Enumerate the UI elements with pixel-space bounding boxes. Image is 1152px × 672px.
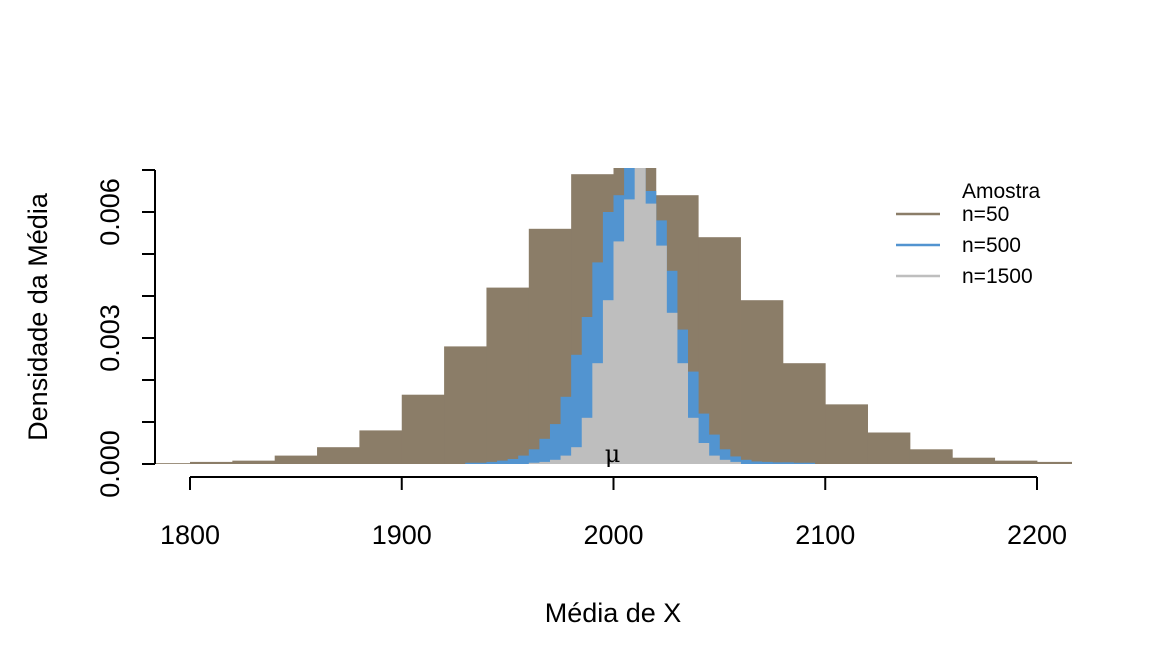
histogram-bar (571, 354, 583, 464)
histogram-bar (994, 460, 1038, 464)
histogram-bar (729, 461, 741, 464)
x-tick-label: 2100 (795, 520, 855, 550)
histogram-bar (613, 241, 625, 464)
histogram-bar (581, 317, 593, 464)
histogram-bar (708, 434, 720, 464)
series-n-1500 (528, 168, 741, 465)
y-tick-label: 0.006 (95, 178, 125, 246)
x-tick-label: 2000 (583, 520, 643, 550)
histogram-bars (155, 168, 1072, 465)
legend-title: Amostra (962, 180, 1041, 203)
histogram-bar (634, 168, 646, 465)
histogram-bar (740, 300, 784, 464)
legend-item: n=1500 (896, 265, 1033, 288)
histogram-bar (804, 462, 816, 464)
histogram-bar (486, 287, 530, 464)
histogram-bar (1037, 461, 1072, 464)
histogram-bar (444, 346, 487, 464)
histogram-bar (475, 462, 487, 464)
histogram-bar (666, 312, 678, 464)
histogram-bar (719, 459, 731, 464)
histogram-bar (867, 432, 911, 464)
histogram-bar (507, 458, 519, 464)
legend: Amostra n=50 n=500 n=1500 (896, 180, 1041, 288)
histogram-bar (155, 463, 191, 464)
x-axis: 1800 1900 2000 2100 2200 (160, 476, 1067, 550)
histogram-bar (528, 462, 540, 464)
histogram-bar (761, 461, 773, 464)
histogram-bar (719, 449, 731, 464)
histogram-bar (687, 417, 699, 464)
y-tick-label: 0.003 (95, 304, 125, 372)
histogram-bar (539, 461, 551, 464)
histogram-bar (825, 404, 868, 464)
histogram-bar (708, 455, 720, 464)
histogram-bar (952, 457, 996, 464)
histogram-bar (401, 394, 445, 464)
x-tick-label: 1900 (372, 520, 432, 550)
histogram-bar (528, 449, 540, 464)
histogram-bar (772, 462, 784, 464)
histogram-bar (232, 460, 276, 464)
histogram-bar (317, 447, 360, 464)
legend-label: n=50 (962, 203, 1009, 226)
mean-annotation: μ (605, 440, 621, 468)
histogram-bar (677, 363, 689, 464)
x-tick-label: 1800 (160, 520, 220, 550)
histogram-bar (497, 460, 509, 464)
legend-item: n=500 (896, 234, 1021, 257)
legend-label: n=1500 (962, 265, 1033, 288)
legend-items: n=50 n=500 n=1500 (896, 203, 1033, 288)
x-axis-title: Média de X (545, 598, 682, 628)
histogram-bar (602, 300, 614, 464)
histogram-bar (698, 443, 710, 464)
y-axis: 0.000 0.003 0.006 (95, 169, 156, 498)
histogram-bar (539, 438, 551, 464)
histogram-bar (909, 449, 953, 464)
legend-item: n=50 (896, 203, 1009, 226)
histogram-bar (571, 447, 583, 464)
x-tick-label: 2200 (1007, 520, 1067, 550)
histogram-bar (560, 455, 572, 464)
histogram-bar (592, 363, 604, 464)
histogram-bar (359, 430, 403, 464)
histogram-bar (549, 459, 561, 464)
mu-label: μ (605, 440, 621, 468)
histogram-bar (751, 461, 763, 464)
legend-label: n=500 (962, 234, 1021, 257)
histogram-bar (698, 413, 710, 464)
histogram-bar (486, 461, 498, 464)
histogram-bar (465, 462, 477, 464)
histogram-bar (549, 424, 561, 464)
histogram-bar (581, 417, 593, 464)
histogram-bar (560, 396, 572, 464)
histogram-bar (655, 245, 667, 464)
histogram-bar (518, 455, 530, 464)
histogram-bar (740, 459, 752, 464)
histogram-bar (793, 462, 805, 464)
histogram-bar (782, 363, 826, 464)
y-axis-title: Densidade da Média (23, 192, 53, 441)
histogram-bar (274, 455, 318, 464)
histogram-bar (624, 199, 636, 464)
histogram-bar (190, 461, 233, 464)
y-tick-label: 0.000 (95, 430, 125, 498)
histogram-bar (729, 456, 741, 464)
histogram-bar (645, 203, 657, 464)
histogram-bar (782, 462, 794, 464)
